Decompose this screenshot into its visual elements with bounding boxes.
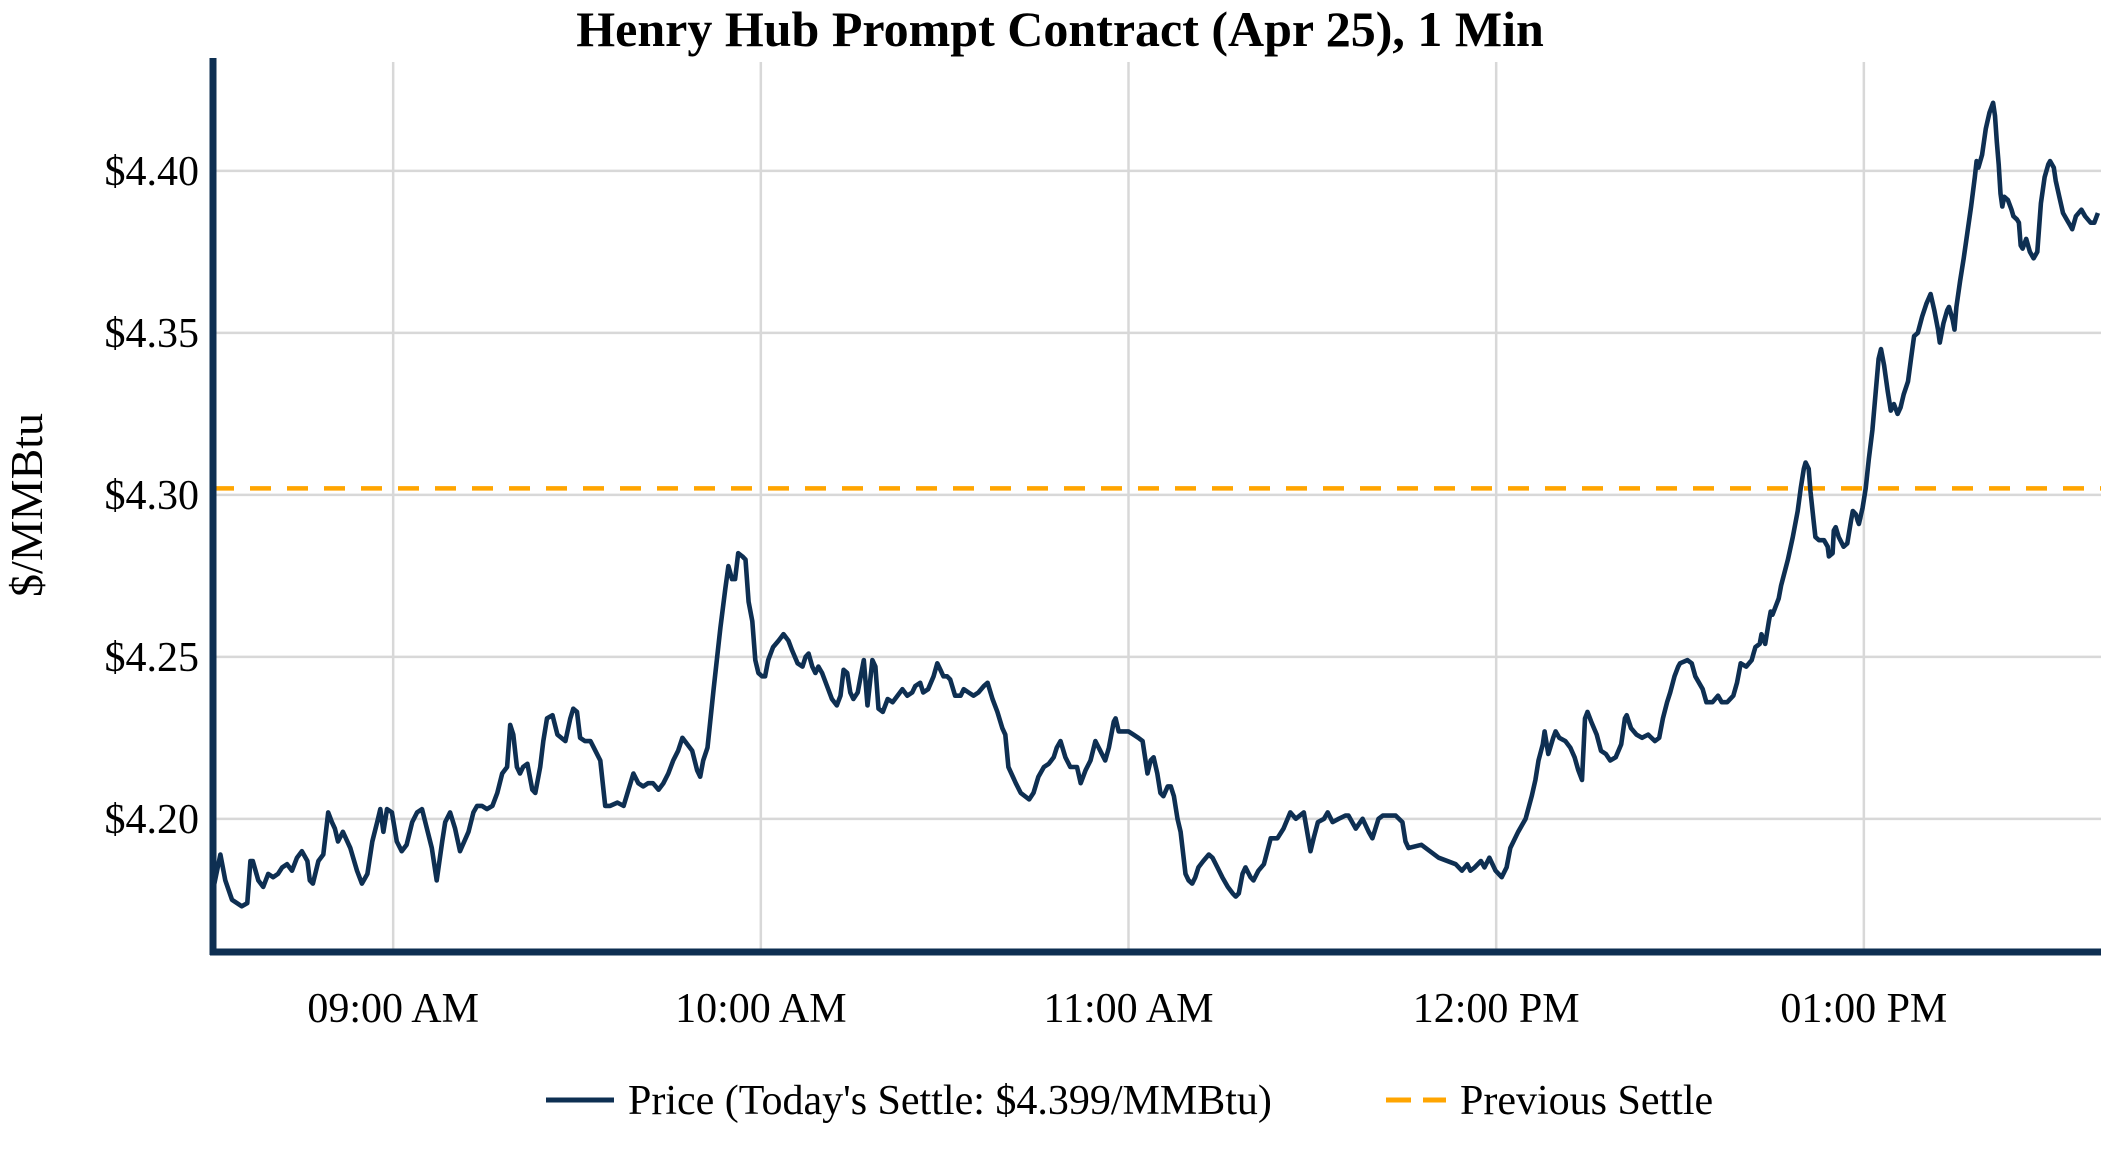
y-tick-label: $4.20: [105, 797, 200, 843]
series-layer: [210, 100, 2101, 909]
legend: Price (Today's Settle: $4.399/MMBtu) Pre…: [546, 1078, 1713, 1124]
gridlines: [213, 62, 2101, 952]
y-tick-label: $4.30: [105, 473, 200, 519]
x-tick-label: 10:00 AM: [675, 986, 847, 1032]
x-tick-label: 11:00 AM: [1044, 986, 1214, 1032]
x-tick-label: 01:00 PM: [1780, 986, 1947, 1032]
tick-labels: $4.20 $4.25 $4.30 $4.35 $4.40 09:00 AM 10:00 A…: [105, 149, 1948, 1032]
x-tick-label: 09:00 AM: [307, 986, 479, 1032]
price-line: [210, 100, 2101, 909]
axes: [209, 58, 2101, 956]
x-tick-label: 12:00 PM: [1413, 986, 1580, 1032]
y-tick-label: $4.40: [105, 149, 200, 195]
y-tick-label: $4.25: [105, 635, 200, 681]
legend-prev-settle-label: Previous Settle: [1460, 1078, 1713, 1124]
legend-price-label: Price (Today's Settle: $4.399/MMBtu): [628, 1078, 1272, 1124]
y-tick-label: $4.35: [105, 311, 200, 357]
chart-title: Henry Hub Prompt Contract (Apr 25), 1 Mi…: [576, 1, 1544, 57]
y-axis-label: $/MMBtu: [1, 413, 52, 597]
